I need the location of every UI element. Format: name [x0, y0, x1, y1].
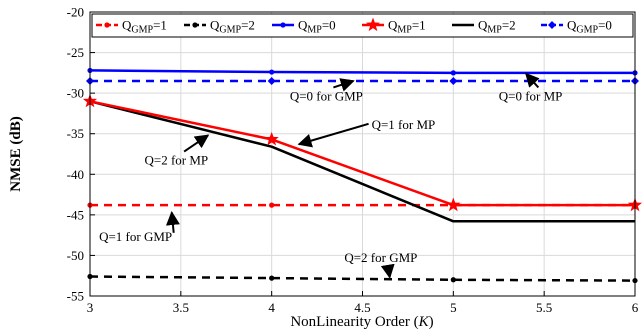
ticks: 3 3.5 4 4.5 5 5.5 6 -55 -50 -45 -40 -35 -30 -25 -20	[67, 5, 639, 316]
legend-marker	[280, 22, 286, 28]
legend-marker	[104, 22, 110, 28]
legend-marker	[548, 21, 556, 29]
y-tick-label: -55	[67, 289, 84, 304]
annotation-arrow	[525, 72, 540, 89]
annotation-arrow	[165, 211, 180, 233]
legend-entry: QMP=1	[362, 17, 426, 36]
annotation: Q=2 for MP	[145, 134, 210, 168]
legend-label: QMP=2	[478, 18, 516, 36]
series-line	[89, 69, 635, 75]
legend-entry: QGMP=2	[184, 18, 255, 36]
series-line	[89, 100, 635, 223]
x-tick-label: 6	[632, 300, 639, 315]
annotation: Q=1 for GMP	[99, 211, 180, 244]
legend-label: QGMP=1	[122, 18, 167, 36]
annotation-arrow	[333, 78, 355, 92]
y-tick-label: -45	[67, 207, 84, 222]
data-point	[267, 76, 276, 85]
annotation-text: Q=2 for MP	[145, 153, 209, 168]
annotation-text: Q=1 for GMP	[99, 229, 172, 244]
grid	[90, 12, 635, 296]
legend-marker	[192, 22, 198, 28]
annotation: Q=1 for MP	[297, 117, 436, 148]
data-point	[450, 70, 456, 76]
annotation-arrow	[380, 263, 395, 279]
legend-label: QMP=0	[298, 18, 336, 36]
data-point	[449, 76, 458, 85]
legend-label: QGMP=0	[567, 18, 612, 36]
series-line	[89, 275, 636, 282]
legend-entry: QMP=2	[452, 18, 516, 36]
x-tick-label: 3	[87, 300, 94, 315]
series-Q_MP=2	[89, 100, 635, 223]
series-Q_GMP=0	[86, 76, 639, 85]
x-tick-label: 5	[450, 300, 457, 315]
data-point	[264, 131, 279, 146]
legend-label: QGMP=2	[210, 18, 255, 36]
legend-label: QMP=1	[388, 18, 426, 36]
annotation-layer: Q=0 for GMP Q=0 for MP Q=1 for MP Q=2 for M…	[99, 72, 563, 279]
y-tick-label: -35	[67, 126, 84, 141]
y-tick-label: -50	[67, 248, 84, 263]
data-point	[269, 275, 275, 281]
legend-entry: QGMP=0	[541, 18, 612, 36]
data-point	[269, 69, 275, 75]
x-tick-label: 5.5	[536, 300, 552, 315]
x-tick-label: 3.5	[173, 300, 189, 315]
data-point	[450, 277, 456, 283]
y-axis-label: NMSE (dB)	[8, 116, 24, 191]
legend: QGMP=1 QGMP=2 QMP=0 QMP=1 QMP=2 QGMP=0	[91, 13, 634, 38]
annotation: Q=0 for MP	[499, 72, 563, 103]
legend-marker	[365, 17, 381, 32]
y-tick-label: -25	[67, 45, 84, 60]
legend-entry: QMP=0	[272, 18, 336, 36]
annotation-text: Q=0 for GMP	[290, 88, 363, 103]
x-axis-label: NonLinearity Order (K)	[290, 314, 433, 330]
annotation-text: Q=0 for MP	[499, 88, 563, 103]
x-tick-label: 4	[268, 300, 275, 315]
y-tick-label: -40	[67, 167, 84, 182]
y-tick-label: -30	[67, 86, 84, 101]
data-point	[446, 197, 461, 212]
annotation-text: Q=1 for MP	[372, 117, 436, 132]
annotation-text: Q=2 for GMP	[344, 250, 417, 265]
annotation-arrow	[297, 122, 369, 148]
legend-entry: QGMP=1	[96, 18, 167, 36]
annotation: Q=0 for GMP	[290, 78, 363, 103]
annotation-arrow	[183, 134, 210, 153]
y-tick-label: -20	[67, 5, 84, 20]
series-line	[89, 100, 635, 207]
annotation: Q=2 for GMP	[344, 250, 417, 279]
x-tick-label: 4.5	[354, 300, 370, 315]
data-point	[269, 202, 275, 208]
